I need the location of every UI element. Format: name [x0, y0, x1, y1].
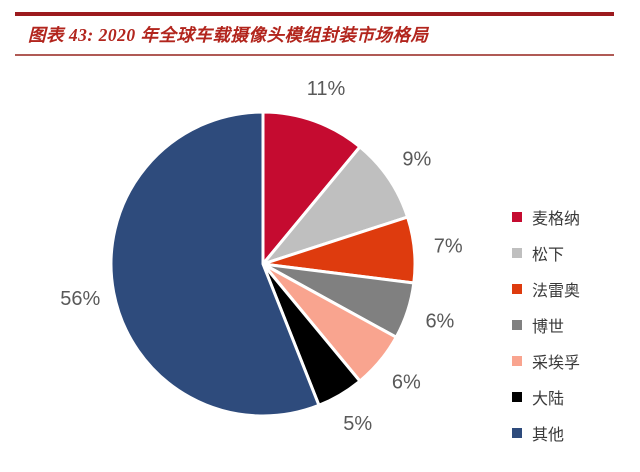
legend-label: 博世 — [532, 318, 565, 336]
chart-legend: 麦格纳松下法雷奥博世采埃孚大陆其他 — [512, 206, 580, 458]
pie-chart: 11% 9% 7% 6% 6% 5% 56% 麦格纳松下法雷奥博世采埃孚大陆其他 — [0, 60, 640, 472]
legend-swatch-icon — [512, 211, 522, 222]
legend-swatch-icon — [512, 247, 522, 258]
legend-swatch-icon — [512, 427, 522, 438]
legend-item-0: 麦格纳 — [512, 206, 581, 228]
pie-data-label-6: 56% — [60, 288, 100, 310]
legend-item-6: 其他 — [512, 422, 580, 444]
legend-label: 其他 — [532, 426, 565, 444]
figure-header: 图表 43: 2020 年全球车载摄像头模组封装市场格局 — [15, 12, 614, 56]
pie-data-label-2: 7% — [434, 236, 463, 258]
pie-data-label-4: 6% — [392, 372, 421, 394]
legend-item-3: 博世 — [512, 314, 580, 336]
legend-label: 麦格纳 — [532, 210, 581, 228]
legend-item-4: 采埃孚 — [512, 350, 581, 372]
legend-swatch-icon — [512, 319, 522, 330]
legend-label: 采埃孚 — [532, 354, 581, 372]
legend-label: 法雷奥 — [532, 282, 581, 300]
pie-data-label-1: 9% — [402, 149, 431, 171]
legend-label: 大陆 — [532, 390, 565, 408]
legend-swatch-icon — [512, 355, 522, 366]
pie-slice-1 — [261, 145, 410, 266]
legend-label: 松下 — [532, 246, 565, 264]
pie-svg: 11% 9% 7% 6% 6% 5% 56% — [60, 78, 463, 435]
legend-item-2: 法雷奥 — [512, 278, 581, 300]
pie-slice-0 — [261, 110, 362, 266]
figure-title: 图表 43: 2020 年全球车载摄像头模组封装市场格局 — [28, 25, 429, 45]
pie-slice-6 — [109, 110, 321, 418]
legend-item-1: 松下 — [512, 242, 580, 264]
pie-data-label-5: 5% — [343, 413, 372, 435]
pie-data-label-3: 6% — [425, 311, 454, 333]
pie-data-label-0: 11% — [307, 78, 346, 100]
legend-swatch-icon — [512, 283, 522, 294]
legend-item-5: 大陆 — [512, 386, 580, 408]
legend-swatch-icon — [512, 391, 522, 402]
